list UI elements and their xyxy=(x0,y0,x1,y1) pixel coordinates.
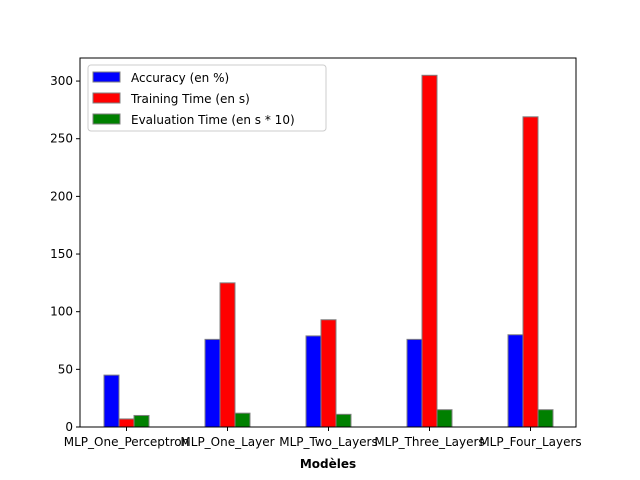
bar-0-series-1 xyxy=(118,418,135,428)
bar-4-series-2 xyxy=(537,409,554,428)
x-tick-label: MLP_Four_Layers xyxy=(479,435,581,449)
bar-2-series-2 xyxy=(335,413,352,428)
y-axis: 0 50 100 150 200 250 300 xyxy=(50,74,80,434)
y-tick-label: 0 xyxy=(65,420,73,434)
bar-3-series-1 xyxy=(421,74,438,428)
legend-label: Accuracy (en %) xyxy=(131,71,229,85)
bar-0-series-2 xyxy=(133,414,150,428)
x-tick-label: MLP_Three_Layers xyxy=(374,435,484,449)
bar-4-series-0 xyxy=(507,334,524,428)
legend-swatch xyxy=(92,92,121,104)
y-tick-label: 100 xyxy=(50,305,73,319)
bar-2-series-0 xyxy=(305,335,322,428)
legend-swatch xyxy=(92,71,121,83)
bar-1-series-0 xyxy=(204,338,221,428)
bar-1-series-1 xyxy=(219,282,236,428)
x-axis-title: Modèles xyxy=(300,457,356,471)
y-tick-label: 300 xyxy=(50,74,73,88)
x-tick-label: MLP_Two_Layers xyxy=(279,435,377,449)
legend-label: Training Time (en s) xyxy=(130,92,250,106)
bar-2-series-1 xyxy=(320,319,337,428)
bar-0-series-0 xyxy=(103,374,120,428)
legend: Accuracy (en %) Training Time (en s) Evalu… xyxy=(87,64,327,132)
x-tick-label: MLP_One_Perceptron xyxy=(64,435,190,449)
legend-swatch xyxy=(92,113,121,125)
bar-3-series-2 xyxy=(436,409,453,428)
y-tick-label: 50 xyxy=(58,362,73,376)
legend-label: Evaluation Time (en s * 10) xyxy=(131,113,295,127)
bars-group xyxy=(103,74,554,428)
x-tick-label: MLP_One_Layer xyxy=(180,435,274,449)
y-tick-label: 250 xyxy=(50,132,73,146)
legend-box xyxy=(87,64,327,132)
bar-4-series-1 xyxy=(522,116,539,428)
bar-1-series-2 xyxy=(234,412,251,428)
y-tick-label: 150 xyxy=(50,247,73,261)
bar-3-series-0 xyxy=(406,338,423,428)
y-tick-label: 200 xyxy=(50,189,73,203)
